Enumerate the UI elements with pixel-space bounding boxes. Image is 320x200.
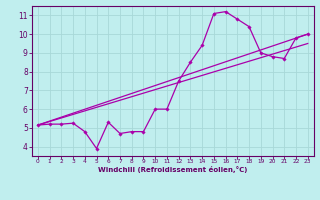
X-axis label: Windchill (Refroidissement éolien,°C): Windchill (Refroidissement éolien,°C) — [98, 166, 247, 173]
